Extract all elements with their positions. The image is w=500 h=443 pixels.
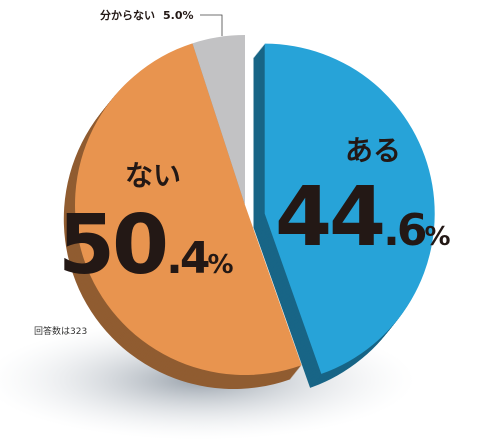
- slice: [192, 35, 245, 205]
- pie: [63, 35, 435, 390]
- annotation: 回答数は323: [34, 325, 87, 337]
- slice: [74, 43, 302, 376]
- value-label: 44.6%: [275, 170, 450, 265]
- category-label: ある: [345, 134, 401, 167]
- leader-line: [200, 14, 223, 36]
- slice: [264, 43, 435, 374]
- value-label: 5.0%: [163, 9, 194, 22]
- category-label: 分からない: [100, 8, 155, 22]
- category-label: ない: [125, 159, 181, 192]
